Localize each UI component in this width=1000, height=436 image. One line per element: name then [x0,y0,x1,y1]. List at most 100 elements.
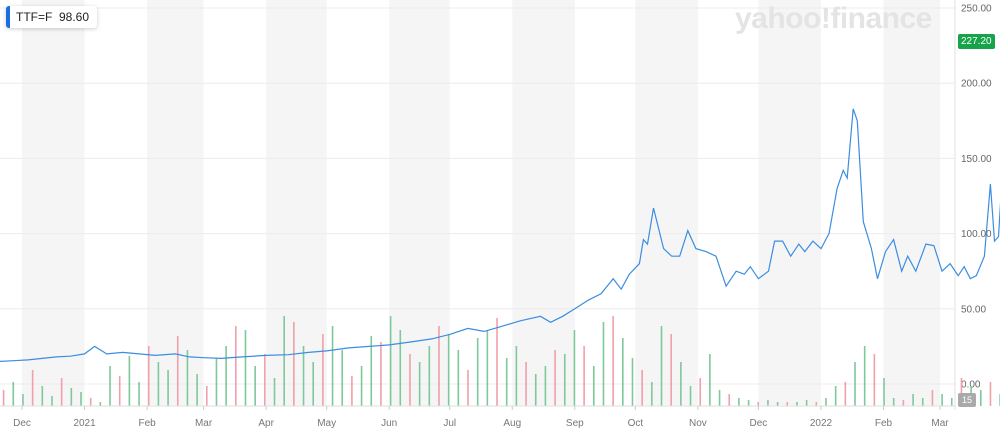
quote-symbol: TTF=F [16,10,53,24]
volume-bar [70,388,73,406]
volume-bar [428,346,431,406]
volume-bar [254,366,256,406]
volume-bar [22,394,24,406]
x-tick-label: Sep [566,418,584,429]
volume-bar [41,386,44,406]
volume-bar [747,400,750,406]
volume-bar [796,402,798,406]
volume-bar [496,318,498,406]
volume-bar [109,366,111,406]
volume-bar [534,374,537,406]
volume-bar [80,392,82,406]
volume-bar [525,362,527,406]
volume-bar [157,362,160,406]
yahoo-finance-watermark: yahoo!finance [735,2,932,35]
x-tick-label: Nov [689,418,707,429]
volume-bar [409,354,411,406]
volume-bar [709,354,711,406]
volume-bar [467,370,469,406]
x-tick-label: Dec [750,418,768,429]
volume-bar [438,326,440,406]
volume-bar [786,402,789,406]
volume-bar [979,390,982,406]
volume-bar [602,322,605,406]
volume-bar [825,398,827,406]
month-band [883,0,940,405]
month-band [635,0,698,405]
quote-label[interactable]: TTF=F 98.60 [6,6,98,28]
volume-bar [554,350,556,406]
volume-bar [921,398,924,406]
volume-bar [138,382,140,406]
volume-bar [89,398,92,406]
volume-bar [873,354,876,406]
volume-bar [776,402,779,406]
volume-bar [244,330,247,406]
x-tick-label: Mar [931,418,949,429]
volume-bar [147,346,150,406]
volume-bar [592,366,595,406]
volume-bar [167,370,169,406]
volume-bar [912,394,914,406]
volume-bar [960,378,963,406]
x-tick-label: May [317,418,336,429]
volume-bar [505,358,508,406]
volume-bar [631,358,634,406]
volume-bar [728,394,731,406]
volume-bar [651,382,653,406]
last-price-badge: 227.20 [958,34,995,50]
volume-bar [99,402,102,406]
volume-bar [418,362,421,406]
volume-bar [176,336,179,406]
volume-bar [680,362,682,406]
volume-bar [60,378,63,406]
volume-bar [670,334,672,406]
volume-bar [283,316,285,406]
volume-bar [360,366,363,406]
volume-bar [660,326,663,406]
volume-bar [941,394,943,406]
volume-bar [641,370,643,406]
volume-bar [186,350,189,406]
volume-bar [196,374,198,406]
volume-bar [205,386,208,406]
volume-bar [293,322,295,406]
volume-bar [322,334,324,406]
volume-bar [699,378,702,406]
x-tick-label: Feb [875,418,893,429]
volume-bar [302,346,305,406]
month-band [22,0,85,405]
volume-bar [892,398,895,406]
volume-bar [380,342,382,406]
month-band [758,0,821,405]
volume-bar [622,338,624,406]
volume-bar [389,316,392,406]
x-tick-label: Jun [381,418,397,429]
volume-bar [563,354,566,406]
volume-bar [31,370,34,406]
volume-bar [457,350,460,406]
volume-bar [341,350,344,406]
volume-bar [12,382,15,406]
x-tick-label: Aug [503,418,521,429]
x-tick-label: Apr [258,418,274,429]
y-tick-label: 0.00 [961,380,981,391]
y-tick-label: 50.00 [961,304,986,315]
volume-bar [815,402,818,406]
volume-bar [264,354,266,406]
volume-bar [883,378,885,406]
volume-bar [118,376,121,406]
volume-bar [273,378,276,406]
volume-bar [854,362,856,406]
volume-bar [738,398,740,406]
quote-value: 98.60 [59,10,90,24]
volume-bar [312,362,315,406]
x-tick-label: Dec [13,418,31,429]
volume-bar [834,386,837,406]
volume-bar [573,330,576,406]
volume-bar [351,376,353,406]
volume-bar [718,390,721,406]
volume-bar [902,400,905,406]
